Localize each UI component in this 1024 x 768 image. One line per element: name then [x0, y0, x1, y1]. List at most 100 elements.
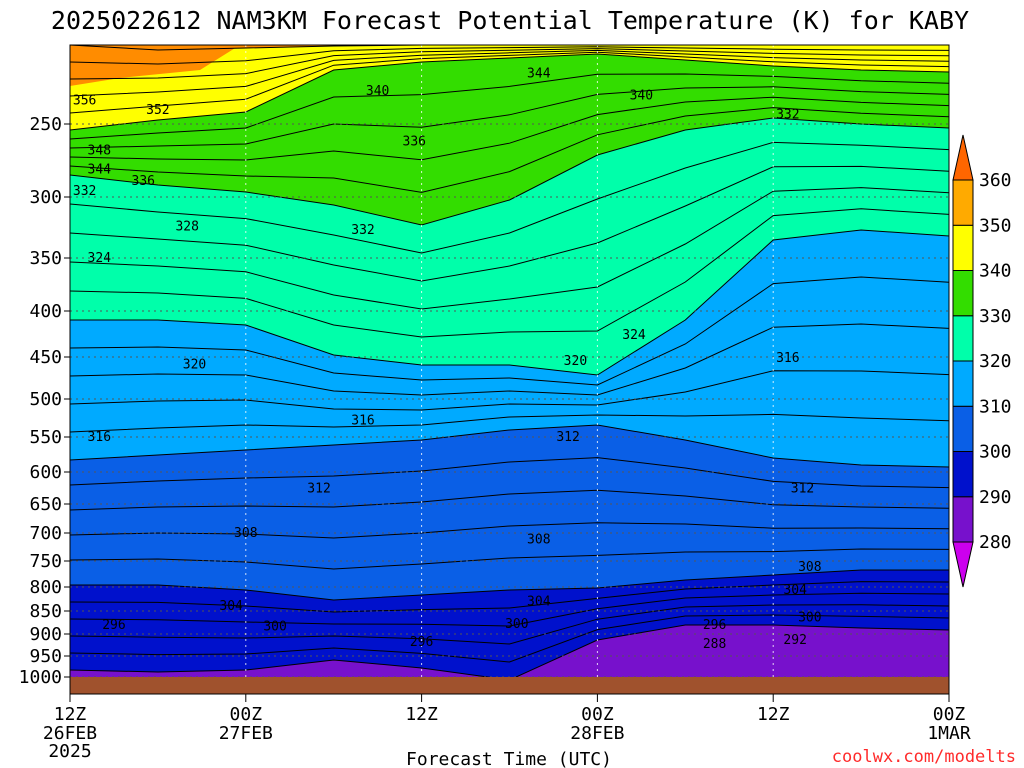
band-330-340 [70, 54, 949, 225]
contour-line [70, 45, 949, 51]
colorbar-label: 320 [979, 351, 1012, 372]
colorbar-label: 290 [979, 487, 1012, 508]
contour-label: 316 [88, 430, 111, 445]
y-tick-label: 650 [29, 494, 62, 515]
x-tick-label: 28FEB [570, 723, 624, 744]
x-axis-title: Forecast Time (UTC) [406, 749, 612, 768]
contour-label: 312 [791, 482, 814, 497]
contour-line [70, 73, 949, 140]
y-tick-label: 800 [29, 577, 62, 598]
contour-label: 304 [219, 599, 243, 614]
contour-label: 348 [88, 143, 111, 158]
contour-line [70, 141, 949, 254]
contour-label: 332 [776, 108, 799, 123]
contour-line [70, 229, 949, 376]
contour-line [70, 569, 949, 601]
colorbar-top-arrow [952, 134, 974, 181]
contour-label: 356 [73, 93, 96, 108]
contour-line [70, 48, 949, 80]
contour-label: 320 [564, 354, 587, 369]
contour-line [70, 457, 949, 489]
contour-line [70, 46, 949, 65]
contour-label: 316 [776, 351, 799, 366]
y-tick-label: 850 [29, 601, 62, 622]
band-350-360 [70, 45, 949, 50]
contour-label: 300 [798, 610, 821, 625]
contour-label: 308 [798, 560, 821, 575]
x-tick-label: 1MAR [927, 723, 971, 744]
y-tick-label: 350 [29, 248, 62, 269]
colorbar-swatch [952, 360, 974, 407]
contour-label: 300 [263, 620, 286, 635]
contour-label: 308 [527, 533, 550, 548]
x-tick-label: 00Z [581, 704, 614, 725]
contour-line [70, 323, 949, 396]
y-tick-label: 950 [29, 646, 62, 667]
band-310-320 [70, 230, 949, 467]
colorbar-swatch [952, 224, 974, 271]
y-tick-label: 900 [29, 624, 62, 645]
contour-label: 352 [146, 103, 169, 118]
contour-line [70, 370, 949, 411]
contour-label: 292 [783, 633, 806, 648]
contour-line [70, 53, 949, 131]
y-tick-label: 600 [29, 462, 62, 483]
colorbar-swatch [952, 496, 974, 543]
contour-label: 320 [183, 358, 206, 373]
colorbar-label: 360 [979, 170, 1012, 191]
x-tick-label: 27FEB [219, 723, 273, 744]
contour-line [70, 107, 949, 193]
band-280-290 [70, 625, 949, 677]
contour-label: 288 [703, 637, 726, 652]
y-tick-label: 250 [29, 114, 62, 135]
contour-label: 324 [88, 251, 112, 266]
contour-line [70, 51, 949, 114]
y-tick-label: 450 [29, 347, 62, 368]
colorbar-label: 350 [979, 215, 1012, 236]
contour-label: 324 [622, 328, 646, 343]
contour-line [70, 489, 949, 511]
x-tick-label: 26FEB [43, 723, 97, 744]
contour-label: 304 [527, 594, 551, 609]
contour-line [70, 86, 949, 149]
contour-label: 296 [102, 618, 125, 633]
colorbar-swatch [952, 405, 974, 452]
contour-line [70, 117, 949, 226]
colorbar-swatch [952, 270, 974, 317]
plot-frame [69, 44, 950, 695]
contour-label: 296 [703, 618, 726, 633]
contour-line [70, 581, 949, 613]
contour-line [70, 592, 949, 627]
colorbar-swatch [952, 315, 974, 362]
contour-line [70, 424, 949, 468]
chart-title: 2025022612 NAM3KM Forecast Potential Tem… [51, 6, 969, 35]
contour-line [70, 548, 949, 570]
band-300-310 [70, 425, 949, 600]
contour-line [70, 276, 949, 386]
contour-line [70, 49, 949, 97]
colorbar-label: 310 [979, 396, 1012, 417]
contour-label: 340 [366, 84, 389, 99]
colorbar-swatch [952, 179, 974, 226]
x-tick-label: 00Z [230, 704, 263, 725]
x-tick-label: 2025 [48, 741, 91, 762]
contour-line [70, 165, 949, 282]
x-tick-label: 12Z [54, 704, 87, 725]
contour-label: 312 [307, 482, 330, 497]
contour-label: 344 [527, 66, 551, 81]
x-tick-label: 12Z [757, 704, 790, 725]
y-tick-label: 700 [29, 523, 62, 544]
contour-label: 296 [410, 635, 433, 650]
band-warm-peak [70, 45, 240, 86]
colorbar-label: 340 [979, 261, 1012, 282]
contour-label: 304 [783, 583, 807, 598]
x-tick-label: 12Z [405, 704, 438, 725]
band-340-350 [70, 45, 949, 130]
x-tick-label: 00Z [933, 704, 966, 725]
contour-line [70, 96, 949, 161]
colorbar-swatch [952, 451, 974, 498]
contour-line [70, 624, 949, 677]
colorbar-label: 330 [979, 306, 1012, 327]
y-tick-label: 550 [29, 427, 62, 448]
